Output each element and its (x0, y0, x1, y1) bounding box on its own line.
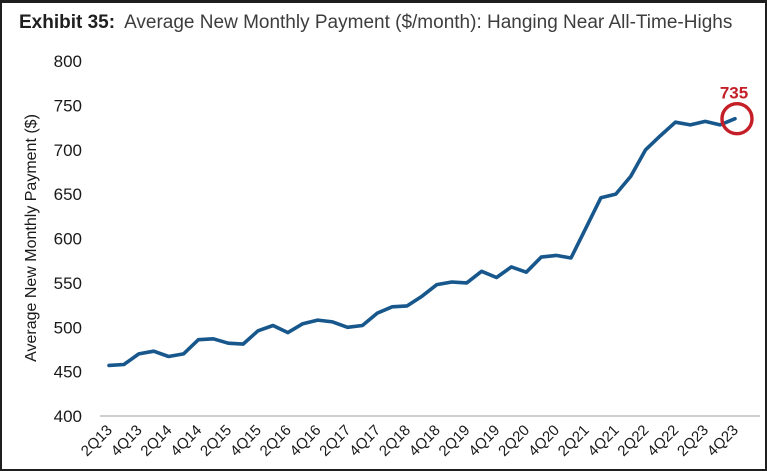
x-tick-label: 4Q21 (585, 422, 623, 460)
x-tick-label: 4Q13 (108, 422, 146, 460)
x-tick-label: 4Q23 (704, 422, 742, 460)
x-tick-label: 2Q17 (316, 422, 354, 460)
y-tick-label: 650 (54, 185, 82, 204)
y-tick-label: 750 (54, 96, 82, 115)
x-tick-label: 2Q15 (197, 422, 235, 460)
x-tick-label: 2Q23 (674, 422, 712, 460)
y-tick-label: 800 (54, 52, 82, 71)
x-tick-label: 4Q15 (227, 422, 265, 460)
annotation-value-label: 735 (720, 84, 748, 103)
x-tick-label: 4Q16 (287, 422, 325, 460)
y-tick-label: 450 (54, 363, 82, 382)
y-axis-ticks: 400 450 500 550 600 650 700 750 800 (54, 52, 82, 426)
x-tick-label: 2Q13 (78, 422, 116, 460)
x-tick-label: 4Q22 (644, 422, 682, 460)
x-tick-label: 2Q21 (555, 422, 593, 460)
y-tick-label: 600 (54, 230, 82, 249)
x-tick-label: 4Q14 (167, 422, 205, 460)
exhibit-title: Exhibit 35: Average New Monthly Payment (… (19, 11, 757, 35)
x-tick-label: 2Q16 (257, 422, 295, 460)
y-tick-label: 400 (54, 407, 82, 426)
x-tick-label: 2Q20 (495, 422, 533, 460)
exhibit-title-text: Average New Monthly Payment ($/month): H… (124, 12, 733, 33)
exhibit-number-label: Exhibit 35: (19, 12, 116, 33)
y-tick-label: 700 (54, 141, 82, 160)
x-tick-label: 2Q18 (376, 422, 414, 460)
payment-series-line (107, 116, 737, 368)
y-axis-title: Average New Monthly Payment ($) (23, 114, 40, 362)
payment-line-chart: Average New Monthly Payment ($) 400 450 50… (23, 52, 760, 460)
x-axis-ticks: 2Q134Q132Q144Q142Q154Q152Q164Q162Q174Q17… (78, 422, 742, 460)
x-tick-label: 2Q14 (137, 422, 175, 460)
y-tick-label: 500 (54, 318, 82, 337)
x-tick-label: 2Q19 (436, 422, 474, 460)
highlight-circle-annotation (720, 101, 754, 136)
y-tick-label: 550 (54, 274, 82, 293)
x-tick-label: 4Q20 (525, 422, 563, 460)
x-tick-label: 4Q19 (465, 422, 503, 460)
x-tick-label: 4Q18 (406, 422, 444, 460)
x-tick-label: 2Q22 (614, 422, 652, 460)
x-tick-label: 4Q17 (346, 422, 384, 460)
